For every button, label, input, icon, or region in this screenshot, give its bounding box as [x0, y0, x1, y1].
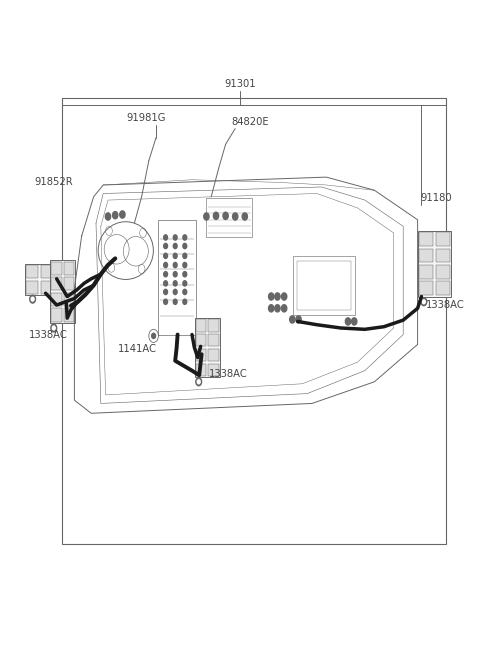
Bar [195, 318, 220, 377]
Circle shape [120, 211, 125, 218]
Circle shape [173, 289, 177, 295]
Circle shape [421, 298, 427, 306]
Circle shape [173, 243, 177, 249]
Text: 1141AC: 1141AC [118, 344, 157, 354]
Circle shape [164, 299, 168, 304]
Text: 1338AC: 1338AC [29, 329, 67, 340]
Circle shape [183, 289, 187, 295]
Bar [51, 308, 62, 321]
Circle shape [173, 235, 177, 240]
Circle shape [51, 324, 57, 332]
Circle shape [183, 281, 187, 286]
Bar [51, 277, 62, 291]
Text: 1338AC: 1338AC [209, 369, 248, 379]
Circle shape [164, 253, 168, 258]
Bar [26, 281, 38, 294]
Circle shape [31, 297, 34, 301]
Bar [419, 232, 433, 246]
Circle shape [164, 262, 168, 268]
Circle shape [183, 253, 187, 258]
Circle shape [164, 272, 168, 277]
Circle shape [106, 213, 110, 220]
Bar [419, 265, 433, 279]
Circle shape [164, 235, 168, 240]
Text: 1338AC: 1338AC [426, 300, 465, 310]
Bar [436, 249, 450, 262]
Circle shape [275, 293, 280, 300]
Bar [64, 262, 74, 275]
Circle shape [204, 213, 209, 220]
Bar [208, 349, 219, 361]
Circle shape [52, 326, 55, 330]
Bar [293, 256, 355, 315]
Bar [40, 281, 53, 294]
Circle shape [164, 289, 168, 295]
Text: 91180: 91180 [420, 193, 452, 203]
Circle shape [183, 262, 187, 268]
Circle shape [232, 213, 238, 220]
Circle shape [290, 316, 295, 323]
Bar [436, 281, 450, 295]
Circle shape [164, 281, 168, 286]
Circle shape [351, 318, 357, 325]
Bar [436, 232, 450, 246]
Circle shape [173, 253, 177, 258]
Bar [50, 260, 75, 323]
Bar [26, 265, 38, 278]
Bar [208, 319, 219, 332]
Circle shape [183, 235, 187, 240]
Text: 91981G: 91981G [127, 113, 166, 123]
Circle shape [242, 213, 248, 220]
Bar [51, 262, 62, 275]
Circle shape [112, 211, 118, 218]
Circle shape [281, 304, 287, 312]
Circle shape [269, 304, 274, 312]
Circle shape [213, 212, 218, 219]
Bar [196, 349, 206, 361]
Bar [436, 265, 450, 279]
Bar [419, 281, 433, 295]
Circle shape [164, 243, 168, 249]
Circle shape [152, 333, 156, 338]
Bar [196, 334, 206, 346]
Circle shape [346, 318, 350, 325]
Bar [418, 231, 451, 297]
Circle shape [422, 300, 425, 304]
Bar [64, 293, 74, 306]
Bar [297, 261, 351, 310]
Circle shape [196, 378, 202, 386]
Bar [51, 293, 62, 306]
Bar [208, 334, 219, 346]
Circle shape [173, 262, 177, 268]
Circle shape [275, 304, 280, 312]
Circle shape [223, 212, 228, 219]
Bar [40, 265, 53, 278]
Circle shape [183, 299, 187, 304]
Text: 91852R: 91852R [35, 176, 73, 187]
Bar [25, 264, 54, 295]
Bar [158, 220, 196, 335]
Circle shape [281, 293, 287, 300]
Bar [206, 198, 252, 237]
Circle shape [173, 281, 177, 286]
Circle shape [173, 299, 177, 304]
Circle shape [183, 243, 187, 249]
Bar [196, 319, 206, 332]
Bar [419, 249, 433, 262]
Circle shape [269, 293, 274, 300]
Text: 91301: 91301 [224, 79, 256, 89]
Circle shape [30, 295, 36, 303]
Circle shape [197, 380, 200, 384]
Bar [64, 308, 74, 321]
Circle shape [296, 316, 301, 323]
Bar [196, 363, 206, 376]
Circle shape [173, 272, 177, 277]
Bar [64, 277, 74, 291]
Bar [62, 98, 446, 544]
Text: 84820E: 84820E [232, 117, 269, 127]
Circle shape [183, 272, 187, 277]
Bar [208, 363, 219, 376]
